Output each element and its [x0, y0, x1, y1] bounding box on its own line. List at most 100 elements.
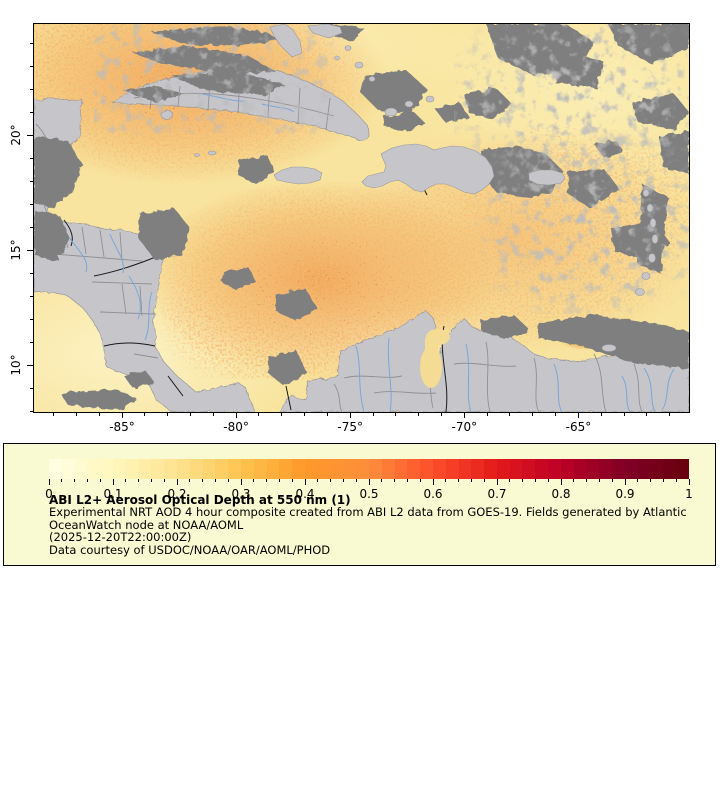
colorbar-minor-tick [637, 479, 639, 482]
y-minor-tick [29, 226, 33, 228]
colorbar-cell [637, 459, 651, 479]
colorbar-minor-tick [253, 479, 255, 482]
colorbar-tick-label: 0.3 [231, 487, 251, 501]
colorbar-tick-label: 1 [685, 487, 693, 501]
colorbar-major-tick [240, 479, 242, 485]
colorbar-minor-tick [611, 479, 613, 482]
colorbar-minor-tick [586, 479, 588, 482]
colorbar-cell [189, 459, 203, 479]
colorbar-minor-tick [650, 479, 652, 482]
colorbar-tick-label: 0.4 [295, 487, 315, 501]
colorbar-cell [176, 459, 190, 479]
y-minor-tick [29, 43, 33, 45]
colorbar-cell [253, 459, 267, 479]
colorbar-minor-tick [522, 479, 524, 482]
colorbar-major-tick [560, 479, 562, 485]
colorbar-major-tick [624, 479, 626, 485]
x-minor-tick [167, 412, 169, 416]
land-lesser-antilles [601, 189, 659, 352]
x-minor-tick [372, 412, 374, 416]
colorbar-cell [471, 459, 485, 479]
colorbar-tick-label: 0.6 [423, 487, 443, 501]
legend-line-1: Experimental NRT AOD 4 hour composite cr… [49, 505, 687, 520]
land-cayman [207, 150, 217, 156]
colorbar-major-tick [112, 479, 114, 485]
y-minor-tick [29, 341, 33, 343]
colorbar-cell [138, 459, 152, 479]
colorbar-cell [560, 459, 574, 479]
x-major-tick [349, 412, 351, 418]
colorbar-cell [87, 459, 101, 479]
x-major-tick [121, 412, 123, 418]
x-minor-tick [623, 412, 625, 416]
colorbar-minor-tick [138, 479, 140, 482]
colorbar-minor-tick [317, 479, 319, 482]
colorbar-major-tick [304, 479, 306, 485]
colorbar-cell [445, 459, 459, 479]
legend-title: ABI L2+ Aerosol Optical Depth at 550 nm … [49, 493, 351, 507]
y-tick-label: 10° [9, 354, 23, 376]
x-minor-tick [418, 412, 420, 416]
lake-maracaibo [420, 329, 450, 388]
colorbar-cell [266, 459, 280, 479]
colorbar-minor-tick [278, 479, 280, 482]
colorbar-major-tick [432, 479, 434, 485]
colorbar-major-tick [496, 479, 498, 485]
colorbar-cell [304, 459, 318, 479]
colorbar-cell [548, 459, 561, 479]
y-major-tick [27, 364, 33, 366]
colorbar-tick-label: 0.1 [103, 487, 123, 501]
colorbar-minor-tick [150, 479, 152, 482]
x-minor-tick [669, 412, 671, 416]
x-minor-tick [326, 412, 328, 416]
y-minor-tick [29, 112, 33, 114]
land-hispaniola [361, 143, 495, 195]
small-islands [194, 24, 659, 352]
y-minor-tick [29, 180, 33, 182]
land-turks [425, 95, 435, 103]
colorbar-cell [215, 459, 229, 479]
colorbar-cell [61, 459, 75, 479]
land-bahamas [269, 24, 343, 58]
x-minor-tick [304, 412, 306, 416]
x-minor-tick [646, 412, 648, 416]
colorbar-cell [125, 459, 139, 479]
y-minor-tick [29, 157, 33, 159]
colorbar-cell [49, 459, 62, 479]
legend-timestamp: (2025-12-20T22:00:00Z) [49, 530, 192, 545]
map-plot-area [33, 23, 690, 413]
colorbar-minor-tick [394, 479, 396, 482]
x-minor-tick [509, 412, 511, 416]
colorbar-major-tick [688, 479, 690, 485]
colorbar-minor-tick [189, 479, 191, 482]
colorbar-cell [202, 459, 216, 479]
legend-line-2: OceanWatch node at NOAA/AOML [49, 517, 244, 532]
colorbar-minor-tick [598, 479, 600, 482]
x-minor-tick [98, 412, 100, 416]
x-minor-tick [555, 412, 557, 416]
colorbar-cell [407, 459, 421, 479]
colorbar-tick-label: 0.5 [359, 487, 379, 501]
colorbar-minor-tick [381, 479, 383, 482]
colorbar-cell [317, 459, 331, 479]
y-minor-tick [29, 89, 33, 91]
colorbar-minor-tick [406, 479, 408, 482]
colorbar-cell [599, 459, 613, 479]
colorbar-cell [330, 459, 344, 479]
colorbar-cell [164, 459, 177, 479]
colorbar-cell [420, 459, 433, 479]
x-tick-label: -85° [109, 420, 135, 434]
x-major-tick [463, 412, 465, 418]
colorbar-minor-tick [458, 479, 460, 482]
colorbar-major-tick [176, 479, 178, 485]
legend-caption: ABI L2+ Aerosol Optical Depth at 550 nm … [49, 494, 687, 556]
colorbar-cell [343, 459, 357, 479]
x-minor-tick [144, 412, 146, 416]
y-minor-tick [29, 272, 33, 274]
colorbar-cell [484, 459, 497, 479]
colorbar-cell [650, 459, 664, 479]
cloud-speckle [94, 24, 689, 314]
colorbar-cell [522, 459, 536, 479]
colorbar-minor-tick [509, 479, 511, 482]
